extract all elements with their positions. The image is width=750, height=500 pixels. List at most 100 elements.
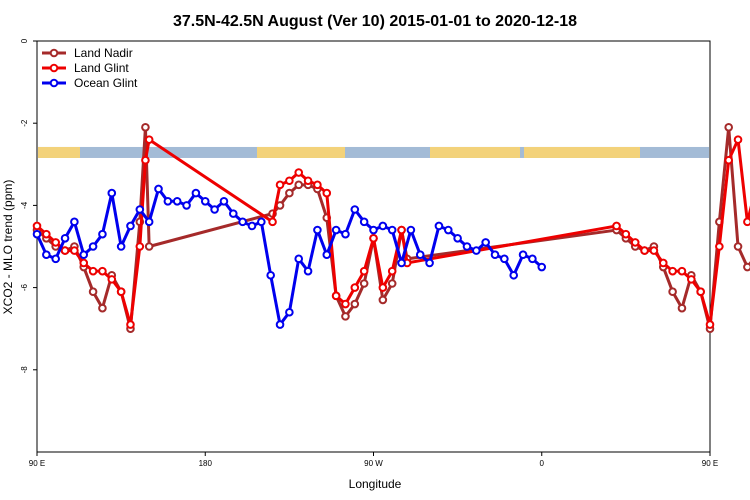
ocean-glint-point: [500, 254, 509, 264]
land-glint-point: [135, 242, 145, 251]
ocean-glint-point: [359, 217, 369, 227]
land-nadir-point: [668, 287, 677, 297]
legend-marker: [49, 63, 59, 73]
land-glint-point: [621, 229, 631, 239]
land-mask-band: [38, 146, 709, 158]
land-glint-point: [285, 176, 294, 186]
ocean-glint-point: [331, 225, 341, 235]
ocean-glint-point: [415, 250, 425, 260]
ocean-glint-point: [116, 242, 126, 251]
ocean-glint-point: [135, 205, 145, 214]
ocean-glint-point: [200, 196, 210, 206]
land-segment: [430, 146, 520, 158]
land-nadir-point: [285, 188, 294, 198]
land-nadir-point: [677, 303, 687, 313]
ocean-glint-point: [397, 258, 406, 268]
ocean-glint-point: [313, 225, 322, 235]
x-tick-label: 90 W: [364, 459, 383, 468]
x-tick-label: 180: [199, 459, 213, 468]
land-glint-point: [359, 266, 369, 276]
land-segment: [38, 146, 80, 158]
x-tick-label: 90 E: [29, 459, 45, 468]
land-glint-point: [658, 258, 668, 268]
ocean-glint-point: [266, 270, 275, 280]
ocean-glint-point: [341, 229, 350, 239]
land-glint-point: [630, 238, 640, 247]
y-tick-label: -2: [20, 119, 29, 127]
chart-title: 37.5N-42.5N August (Ver 10) 2015-01-01 t…: [173, 13, 577, 30]
land-nadir-point: [743, 262, 750, 272]
x-tick-label: 90 E: [702, 459, 718, 468]
ocean-glint-point: [228, 209, 238, 218]
ocean-glint-point: [88, 242, 98, 251]
ocean-glint-point: [518, 250, 528, 260]
land-glint-point: [313, 180, 322, 190]
series-group: [32, 123, 750, 334]
y-tick-label: 0: [20, 38, 29, 43]
x-axis: 90 E 180 90 W 0 90 E: [29, 452, 718, 468]
x-axis-label: Longitude: [349, 477, 402, 491]
ocean-glint-point: [481, 238, 490, 247]
land-nadir-point: [341, 312, 350, 321]
land-glint-point: [144, 135, 154, 144]
land-glint-point: [60, 246, 70, 255]
ocean-glint-point: [163, 196, 173, 206]
land-glint-point: [322, 188, 332, 198]
ocean-glint-point: [172, 196, 182, 206]
land-nadir-point: [144, 242, 154, 251]
y-axis-label: XCO2 - MLO trend (ppm): [1, 180, 15, 315]
land-nadir-point: [378, 295, 388, 305]
ocean-glint-point: [453, 233, 462, 243]
series-land-glint: [32, 135, 750, 329]
ocean-glint-point: [32, 229, 42, 239]
land-glint-point: [350, 283, 360, 292]
land-glint-point: [687, 275, 696, 284]
land-glint-point: [649, 246, 659, 255]
legend-label: Land Nadir: [74, 46, 133, 60]
land-glint-point: [88, 266, 98, 276]
ocean-glint-point: [275, 320, 285, 329]
land-nadir-point: [294, 180, 304, 190]
land-glint-point: [107, 275, 117, 284]
y-tick-label: -4: [20, 201, 29, 209]
ocean-glint-point: [387, 225, 397, 235]
land-segment: [257, 146, 345, 158]
land-glint-point: [42, 229, 51, 239]
land-glint-point: [378, 283, 388, 292]
legend-marker: [49, 48, 59, 58]
land-glint-point: [294, 168, 304, 177]
ocean-glint-point: [303, 266, 313, 276]
ocean-glint-point: [191, 188, 201, 198]
ocean-glint-point: [60, 233, 70, 243]
land-nadir-point: [350, 299, 360, 309]
land-glint-point: [397, 225, 406, 235]
ocean-glint-point: [378, 221, 388, 231]
land-glint-point: [268, 217, 277, 227]
series-ocean-glint: [32, 184, 547, 329]
ocean-glint-point: [406, 225, 416, 235]
ocean-glint-point: [98, 229, 107, 239]
ocean-glint-point: [528, 254, 537, 264]
ocean-glint-point: [182, 201, 191, 210]
ocean-glint-point: [107, 188, 117, 198]
ocean-glint-point: [257, 217, 266, 227]
land-glint-point: [387, 266, 397, 276]
ocean-glint-point: [322, 250, 332, 260]
land-glint-point: [331, 291, 341, 301]
land-glint-point: [668, 266, 677, 276]
x-tick-label: 0: [540, 459, 545, 468]
legend-item-land-glint: Land Glint: [42, 61, 129, 75]
ocean-glint-point: [350, 205, 360, 214]
land-glint-point: [640, 246, 649, 255]
ocean-glint-point: [154, 184, 163, 194]
ocean-glint-point: [443, 225, 453, 235]
land-glint-point: [733, 135, 743, 144]
ocean-glint-point: [238, 217, 247, 227]
y-axis: 0 -2 -4 -6 -8: [20, 38, 37, 373]
legend-item-land-nadir: Land Nadir: [42, 46, 133, 60]
land-nadir-point: [141, 123, 150, 132]
ocean-glint-point: [144, 217, 154, 227]
ocean-glint-point: [369, 225, 378, 235]
ocean-glint-point: [294, 254, 304, 264]
